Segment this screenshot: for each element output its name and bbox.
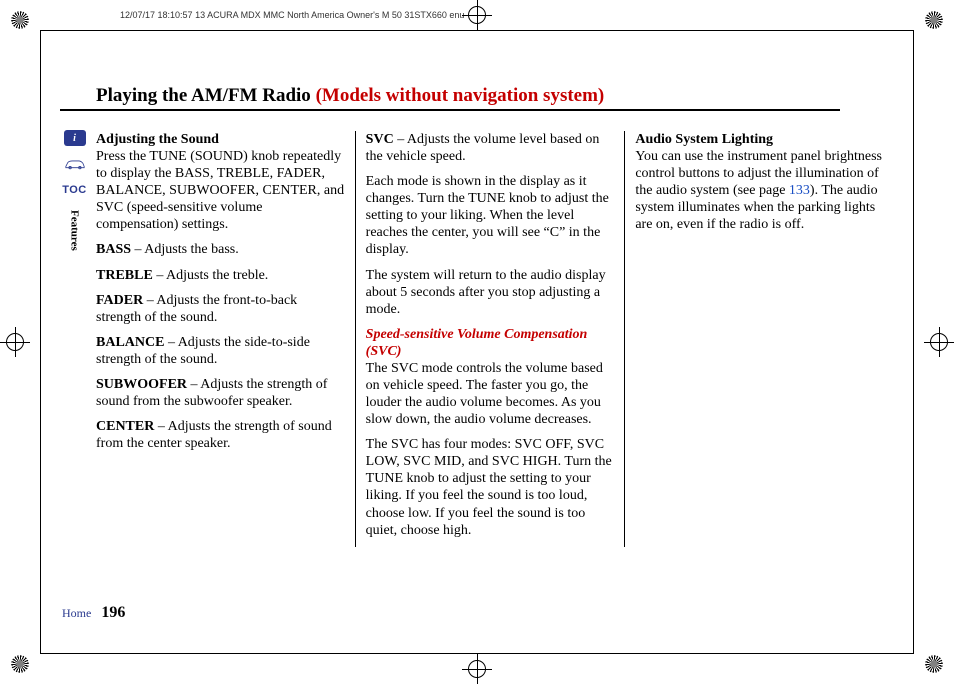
audio-lighting-heading: Audio System Lighting [635, 132, 773, 147]
page-number: 196 [101, 604, 125, 622]
title-rule [60, 109, 840, 111]
return-to-display-paragraph: The system will return to the audio disp… [366, 267, 615, 318]
column-2: SVC – Adjusts the volume level based on … [356, 131, 626, 547]
balance-label: BALANCE [96, 335, 164, 350]
page-content: Playing the AM/FM Radio (Models without … [96, 85, 884, 629]
column-1: Adjusting the Sound Press the TUNE (SOUND… [96, 131, 356, 547]
toc-icon[interactable]: TOC [64, 182, 86, 198]
crop-mark-right [924, 327, 954, 357]
treble-desc: – Adjusts the treble. [153, 268, 269, 283]
features-vertical-label: Features [69, 210, 81, 251]
side-icon-rail: i TOC Features [62, 130, 87, 251]
center-label: CENTER [96, 419, 154, 434]
home-icon[interactable]: Home [62, 606, 91, 621]
adjusting-sound-heading: Adjusting the Sound [96, 132, 219, 147]
crop-mark-tr [918, 4, 950, 36]
subwoofer-label: SUBWOOFER [96, 377, 187, 392]
crop-mark-left [0, 327, 30, 357]
svc-desc: – Adjusts the volume level based on the … [366, 132, 600, 164]
treble-label: TREBLE [96, 268, 153, 283]
bass-desc: – Adjusts the bass. [131, 242, 239, 257]
page-link-133[interactable]: 133 [789, 183, 810, 198]
svc-label: SVC [366, 132, 394, 147]
print-header-text: 12/07/17 18:10:57 13 ACURA MDX MMC North… [120, 10, 464, 20]
crop-mark-tl [4, 4, 36, 36]
svc-mode-paragraph: The SVC mode controls the volume based o… [366, 361, 603, 427]
svc-four-modes-paragraph: The SVC has four modes: SVC OFF, SVC LOW… [366, 436, 615, 538]
bass-label: BASS [96, 242, 131, 257]
column-3: Audio System LightingYou can use the ins… [625, 131, 884, 547]
title-subtitle-red: (Models without navigation system) [311, 85, 604, 106]
text-columns: Adjusting the Sound Press the TUNE (SOUND… [96, 131, 884, 547]
crop-mark-bottom [462, 654, 492, 684]
page-title: Playing the AM/FM Radio (Models without … [96, 85, 884, 115]
car-icon[interactable] [64, 156, 86, 172]
mode-display-paragraph: Each mode is shown in the display as it … [366, 173, 615, 258]
fader-label: FADER [96, 293, 143, 308]
crop-mark-br [918, 648, 950, 680]
crop-mark-bl [4, 648, 36, 680]
info-icon[interactable]: i [64, 130, 86, 146]
svc-red-subheading: Speed-sensitive Volume Compensation (SVC… [366, 327, 588, 359]
title-main: Playing the AM/FM Radio [96, 85, 311, 106]
page-number-row: Home 196 [62, 604, 125, 622]
crop-mark-top [462, 0, 492, 30]
adjusting-sound-body: Press the TUNE (SOUND) knob repeatedly t… [96, 149, 344, 232]
